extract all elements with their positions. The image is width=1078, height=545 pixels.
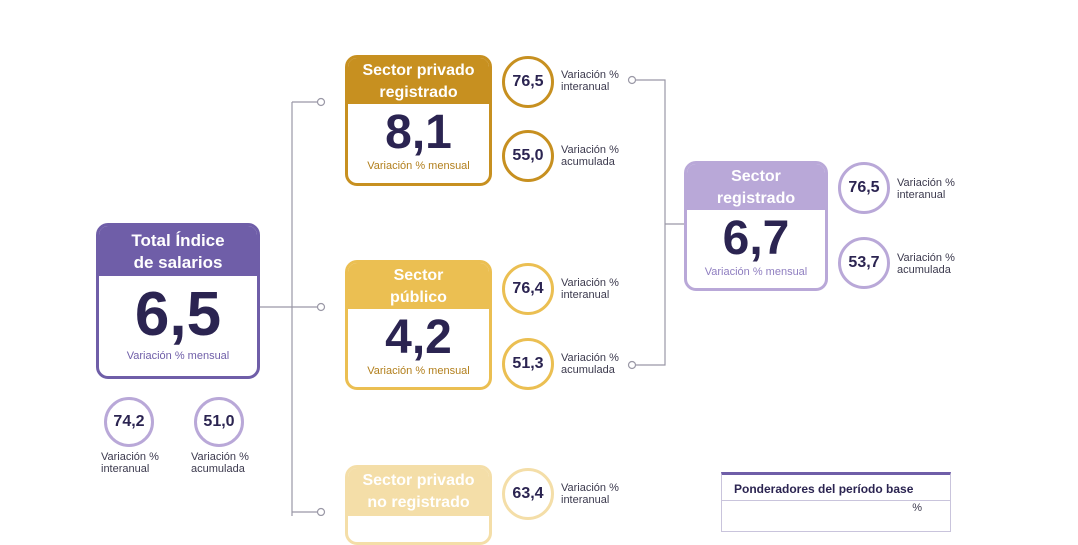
total-interanual-label: Variación % interanual	[101, 451, 159, 475]
ponderadores-title: Ponderadores del período base	[734, 482, 914, 496]
total-index-value: 6,5	[134, 280, 222, 349]
privado-no-registrado-interanual-circle: 63,4	[502, 468, 554, 520]
registrado-interanual-circle: 76,5	[838, 162, 890, 214]
registrado-value: 6,7	[722, 212, 790, 265]
privado-no-registrado-title: Sector privado no registrado	[348, 468, 489, 516]
registrado-box: Sector registrado 6,7 Variación % mensua…	[684, 161, 828, 291]
privado-registrado-title: Sector privado registrado	[348, 58, 489, 104]
registrado-acumulada-circle: 53,7	[838, 237, 890, 289]
privado-registrado-acumulada-label: Variación % acumulada	[561, 144, 619, 168]
total-index-title: Total Índice de salarios	[99, 226, 257, 276]
ponderadores-table: Ponderadores del período base %	[721, 472, 951, 532]
ponderadores-divider	[722, 500, 950, 501]
publico-interanual-circle: 76,4	[502, 263, 554, 315]
privado-registrado-box: Sector privado registrado 8,1 Variación …	[345, 55, 492, 186]
privado-registrado-value: 8,1	[385, 106, 452, 159]
publico-acumulada-circle: 51,3	[502, 338, 554, 390]
ponderadores-column-header: %	[912, 502, 922, 514]
publico-acumulada-label: Variación % acumulada	[561, 352, 619, 376]
total-index-box: Total Índice de salarios 6,5 Variación %…	[96, 223, 260, 379]
total-acumulada-circle: 51,0	[194, 397, 244, 447]
publico-title: Sector público	[348, 263, 489, 309]
privado-registrado-interanual-label: Variación % interanual	[561, 69, 619, 93]
privado-no-registrado-box: Sector privado no registrado	[345, 465, 492, 545]
total-index-caption: Variación % mensual	[126, 350, 230, 362]
total-acumulada-label: Variación % acumulada	[191, 451, 249, 475]
privado-registrado-caption: Variación % mensual	[367, 160, 470, 172]
privado-registrado-acumulada-circle: 55,0	[502, 130, 554, 182]
connector-lines	[260, 75, 684, 516]
registrado-interanual-label: Variación % interanual	[897, 177, 955, 201]
registrado-title: Sector registrado	[687, 164, 825, 210]
publico-box: Sector público 4,2 Variación % mensual	[345, 260, 492, 390]
publico-interanual-label: Variación % interanual	[561, 277, 619, 301]
total-interanual-circle: 74,2	[104, 397, 154, 447]
privado-no-registrado-interanual-label: Variación % interanual	[561, 482, 619, 506]
registrado-acumulada-label: Variación % acumulada	[897, 252, 955, 276]
publico-caption: Variación % mensual	[367, 365, 470, 377]
publico-value: 4,2	[385, 311, 452, 364]
registrado-caption: Variación % mensual	[704, 266, 808, 278]
privado-registrado-interanual-circle: 76,5	[502, 56, 554, 108]
